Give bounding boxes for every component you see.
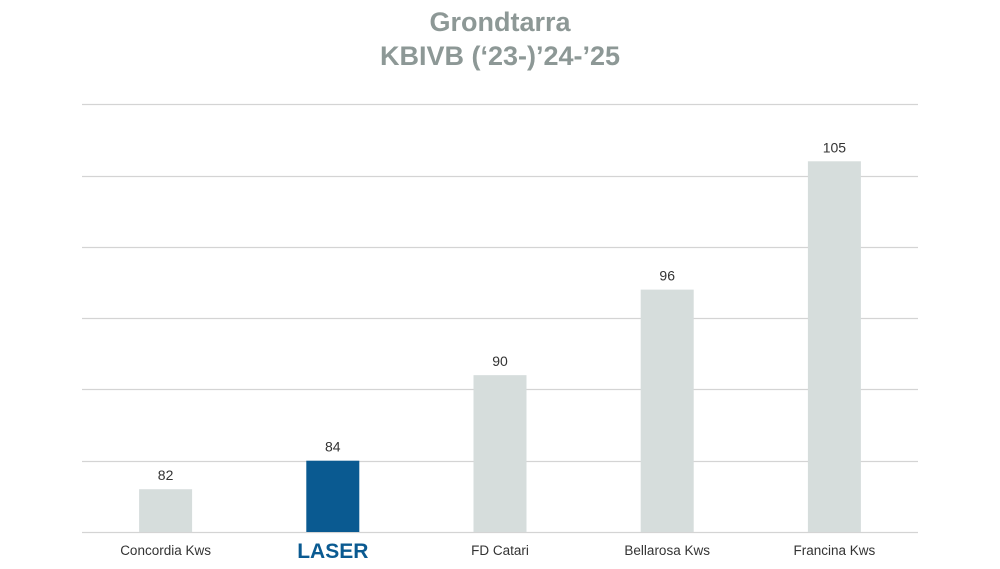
- bar: [640, 289, 694, 532]
- bar: [807, 161, 861, 532]
- category-label: Francina Kws: [794, 543, 876, 558]
- chart-subtitle: KBIVB (‘23-)’24-’25: [379, 41, 621, 71]
- data-label: 90: [492, 353, 508, 369]
- bar: [139, 489, 193, 532]
- data-label: 84: [325, 439, 341, 455]
- data-label: 82: [158, 467, 174, 483]
- data-label: 96: [659, 268, 675, 284]
- chart-title: Grondtarra: [429, 7, 571, 37]
- data-label: 105: [823, 139, 847, 155]
- bar: [306, 460, 360, 532]
- category-label: Bellarosa Kws: [624, 543, 710, 558]
- bar: [473, 375, 527, 532]
- category-label: LASER: [297, 540, 368, 563]
- category-label: FD Catari: [471, 543, 529, 558]
- category-label: Concordia Kws: [120, 543, 211, 558]
